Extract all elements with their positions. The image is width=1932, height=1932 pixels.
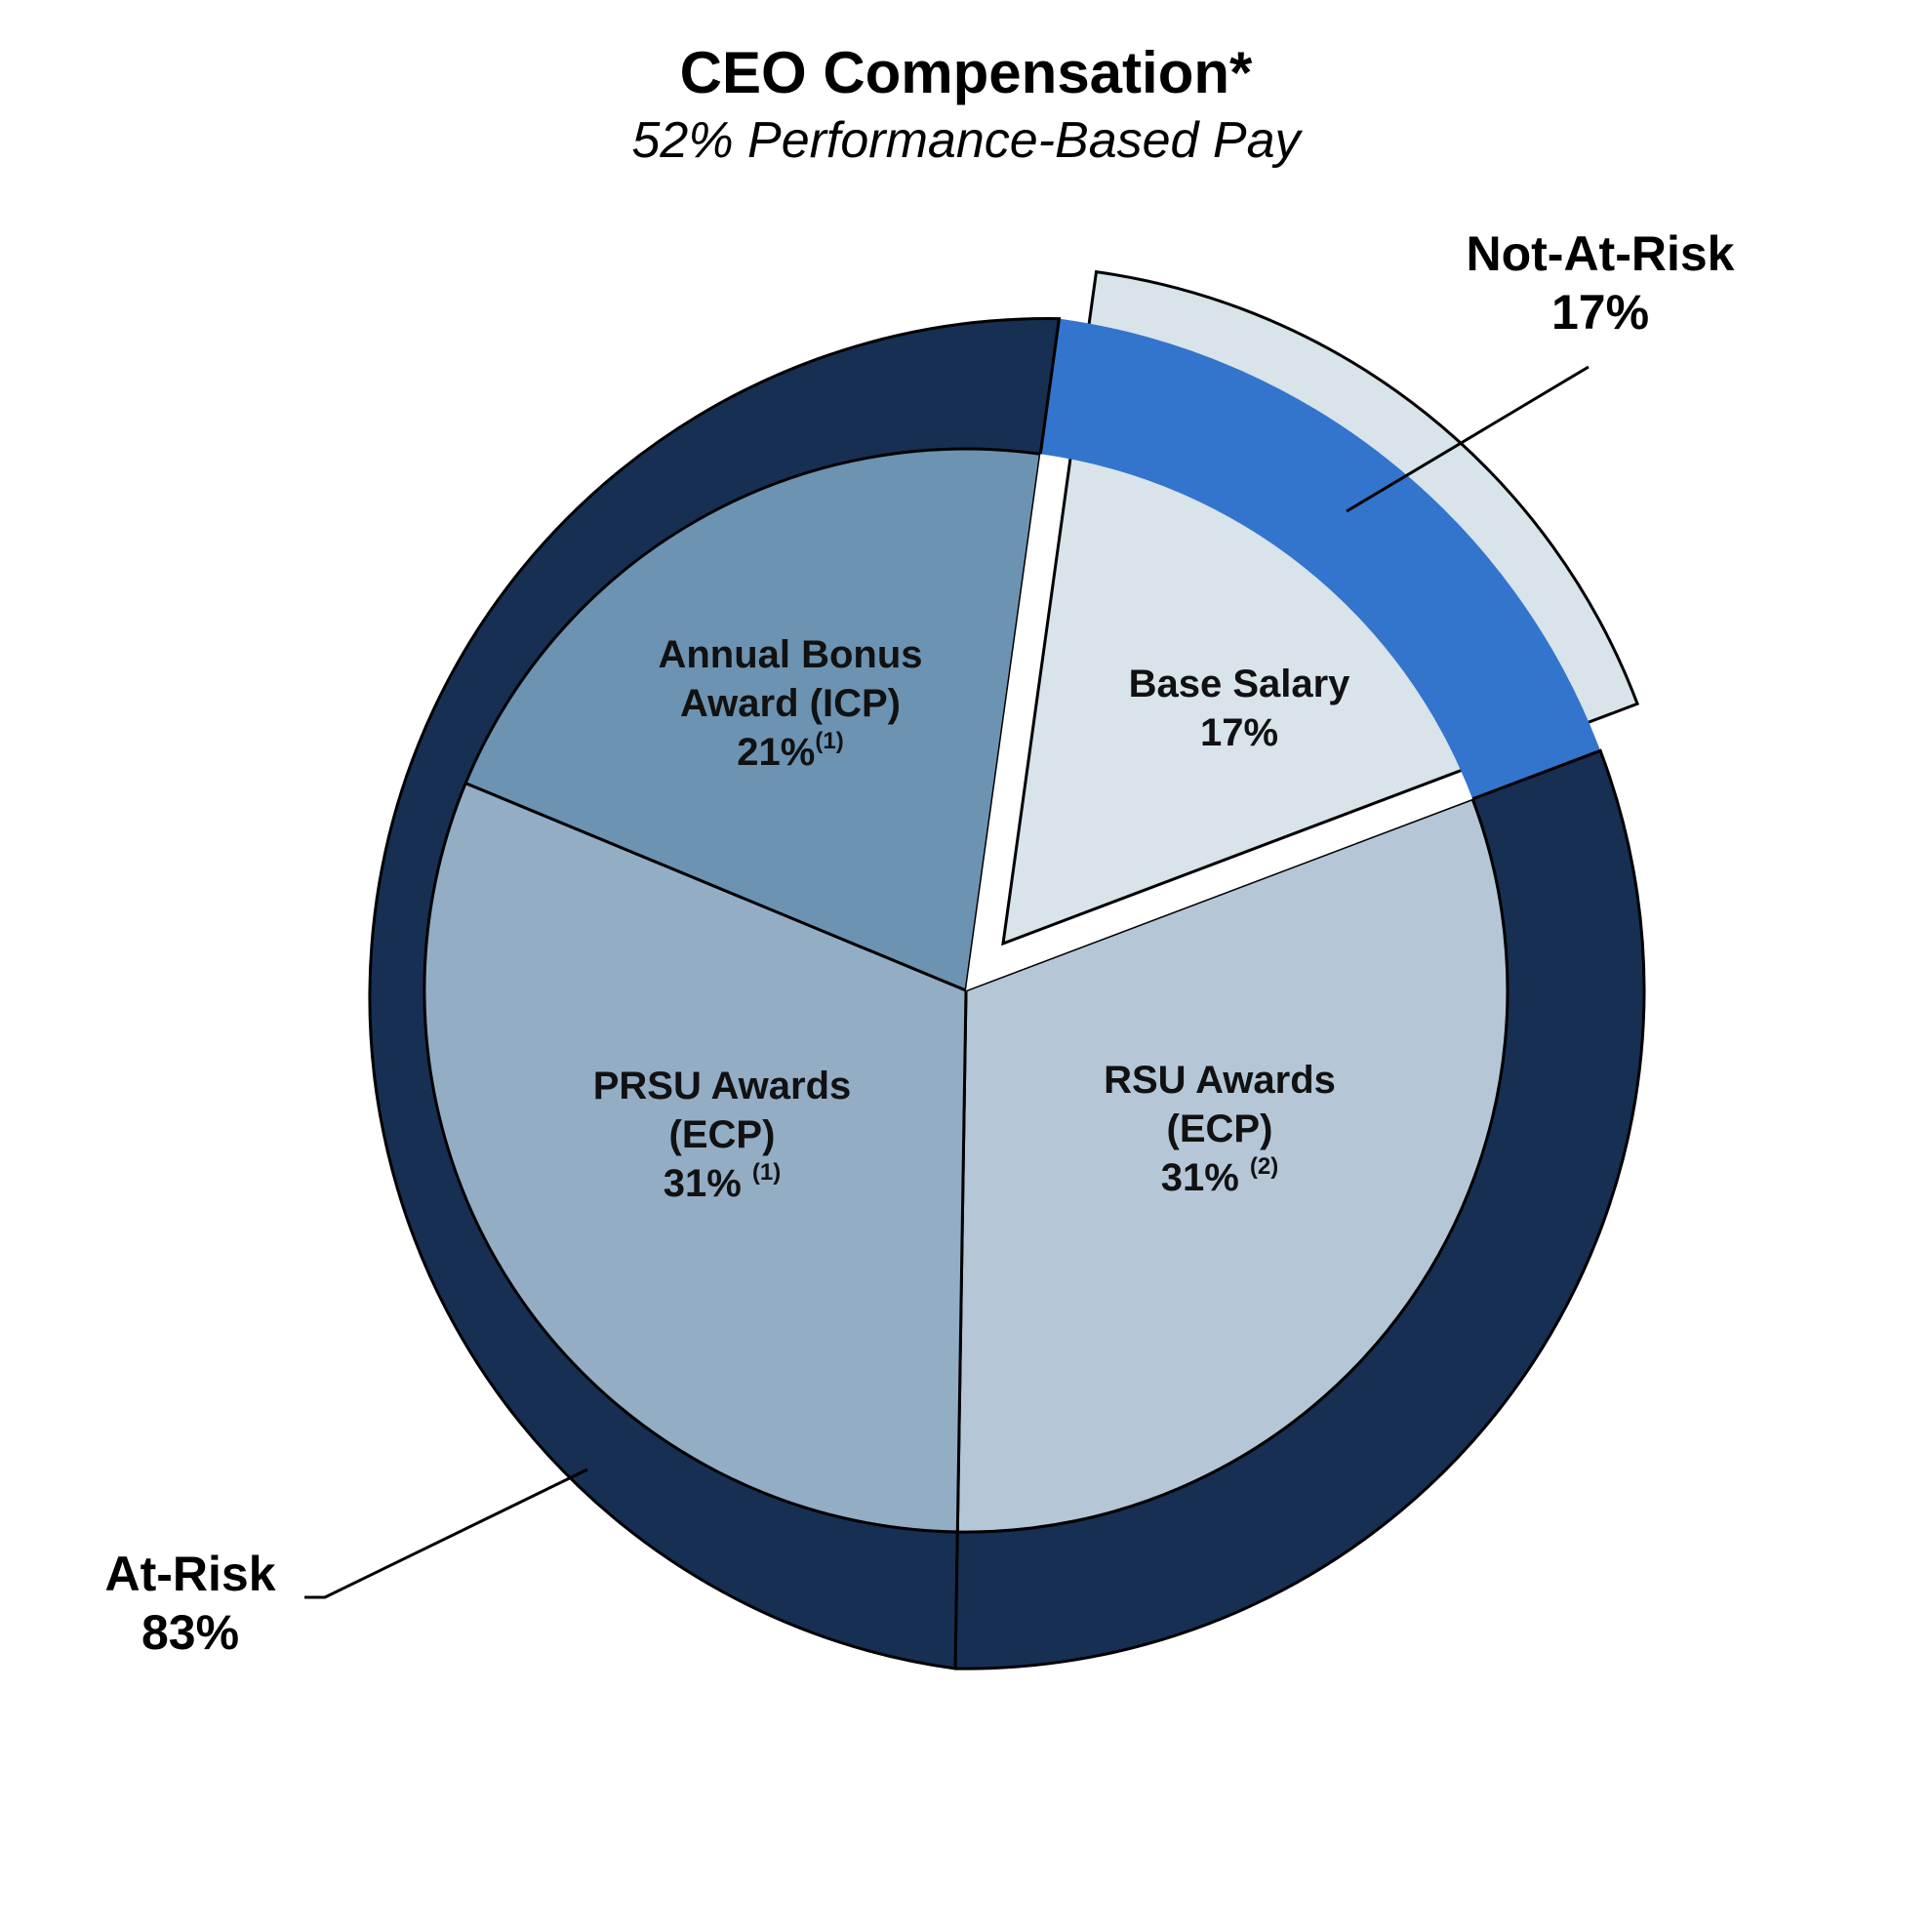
label-rsu-value: 31%: [1160, 1156, 1239, 1199]
label-annual-bonus-value: 21%: [737, 731, 816, 774]
label-not-at-risk-name: Not-At-Risk: [1466, 226, 1735, 281]
label-prsu-value: 31%: [663, 1162, 742, 1205]
label-rsu-awards: RSU Awards (ECP) 31% (2): [1025, 1056, 1415, 1202]
ring-segment-not-at-risk: [1040, 318, 1601, 799]
slice-rsu-awards: [955, 796, 1509, 1534]
label-rsu-line2: (ECP): [1166, 1107, 1273, 1150]
label-not-at-risk-value: 17%: [1550, 285, 1650, 340]
slice-annual-bonus: [463, 447, 1042, 993]
leader-line-at-risk: [304, 1468, 588, 1599]
leader-line-not-at-risk: [1346, 365, 1590, 513]
footnote-prsu: (1): [751, 1159, 782, 1187]
label-base-salary: Base Salary 17%: [1064, 660, 1415, 757]
label-at-risk-value: 83%: [141, 1605, 240, 1660]
label-at-risk: At-Risk 83%: [68, 1545, 312, 1662]
label-base-salary-value: 17%: [1199, 711, 1279, 754]
label-annual-bonus-line2: Award (ICP): [680, 682, 901, 725]
label-at-risk-name: At-Risk: [104, 1547, 276, 1601]
chart-subtitle: 52% Performance-Based Pay: [631, 112, 1301, 169]
label-not-at-risk: Not-At-Risk 17%: [1405, 224, 1795, 342]
label-rsu-line1: RSU Awards: [1104, 1059, 1336, 1102]
slice-prsu-awards: [423, 781, 968, 1534]
label-prsu-line1: PRSU Awards: [592, 1065, 852, 1107]
label-base-salary-name: Base Salary: [1128, 663, 1350, 705]
label-annual-bonus-line1: Annual Bonus: [658, 633, 923, 676]
ring-divider-right: [1471, 748, 1601, 801]
chart-title: CEO Compensation*: [679, 40, 1253, 105]
footnote-annual-bonus: (1): [815, 728, 844, 755]
label-prsu-awards: PRSU Awards (ECP) 31% (1): [527, 1062, 917, 1208]
label-prsu-line2: (ECP): [668, 1113, 776, 1156]
ring-divider-top: [1038, 318, 1061, 455]
footnote-rsu: (2): [1249, 1153, 1279, 1181]
label-annual-bonus: Annual Bonus Award (ICP) 21%(1): [595, 630, 986, 777]
